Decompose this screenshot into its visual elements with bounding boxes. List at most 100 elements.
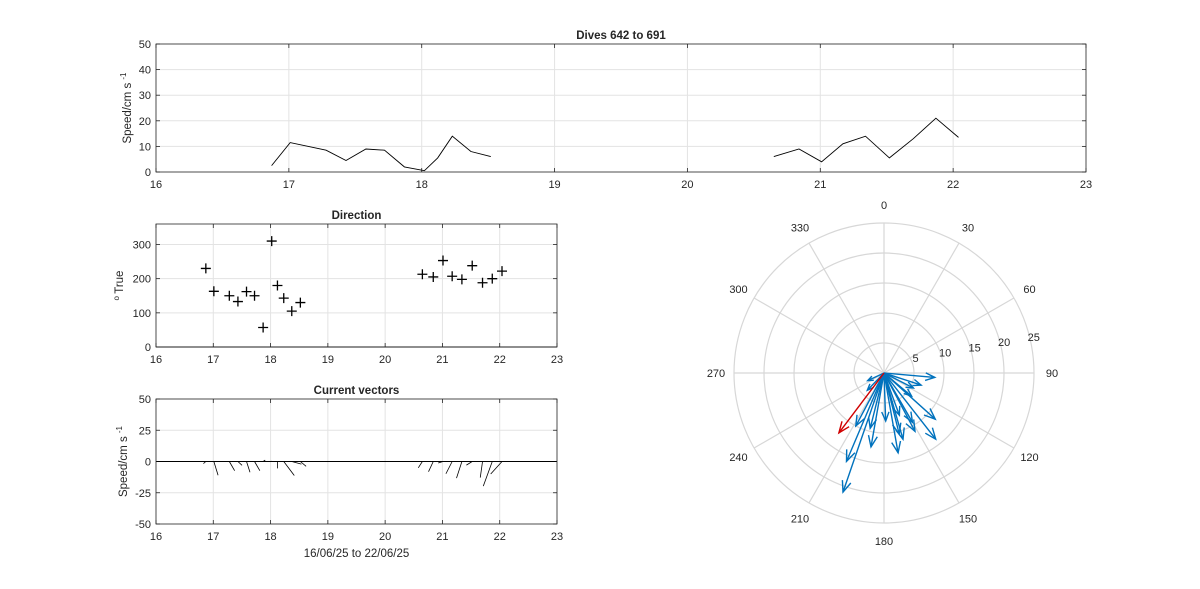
direction-xtick-label: 19 [322, 354, 334, 366]
polar-angle-label: 120 [1020, 452, 1038, 464]
polar-spoke [753, 372, 885, 449]
direction-point [438, 255, 449, 266]
direction-point [208, 286, 219, 297]
vector-arrowhead [905, 381, 916, 389]
vector-stick [428, 461, 434, 472]
vector-arrowhead [924, 427, 937, 441]
vector-arrow [845, 372, 885, 462]
speed-xtick-label: 21 [814, 179, 826, 191]
direction-point [249, 290, 260, 301]
speed-panel: 16 17 18 19 20 21 22 23 0 10 20 30 40 50 Dives 642 to … [119, 30, 1092, 191]
vector-stick [300, 461, 307, 467]
polar-spoke [883, 297, 1015, 374]
mean-vector-arrow [838, 372, 885, 434]
vectors-xtick-label: 18 [264, 531, 276, 543]
speed-ytick-label: 30 [139, 90, 151, 102]
polar-angle-label: 90 [1046, 368, 1058, 380]
polar-panel: 0 30 60 90 120 150 180 210 240 270 300 330 5 10 15 20 25 [707, 200, 1058, 548]
speed-ytick-label: 50 [139, 39, 151, 51]
vectors-xtick-label: 21 [436, 531, 448, 543]
speed-ylabel-main: Speed/cm s [122, 80, 134, 144]
vector-arrowhead [923, 408, 937, 421]
polar-angle-label: 210 [791, 513, 809, 525]
direction-point [224, 290, 235, 301]
polar-angle-label: 270 [707, 368, 725, 380]
vectors-ytick-label: -25 [135, 488, 151, 500]
vector-arrow [883, 372, 899, 453]
vector-arrowhead [866, 375, 874, 382]
polar-radius-label: 20 [998, 337, 1010, 349]
polar-angle-label: 180 [875, 536, 893, 548]
vectors-xtick-label: 16 [150, 531, 162, 543]
direction-point [258, 322, 269, 333]
vector-arrowhead [854, 414, 865, 428]
vectors-title: Current vectors [314, 385, 400, 397]
speed-xtick-label: 18 [416, 179, 428, 191]
polar-spoke [883, 242, 960, 374]
vectors-frame [155, 398, 558, 525]
direction-point [272, 280, 283, 291]
vector-arrowhead [867, 434, 878, 449]
speed-ytick-label: 20 [139, 116, 151, 128]
vector-stick [213, 461, 219, 476]
vectors-xtick-label: 17 [207, 531, 219, 543]
direction-ytick-label: 300 [133, 240, 151, 252]
polar-angle-label: 0 [881, 200, 887, 212]
polar-radius-label: 15 [969, 342, 981, 354]
vector-arrow [883, 372, 916, 432]
vector-arrow [842, 372, 885, 493]
direction-point [497, 266, 508, 277]
vector-arrow [883, 372, 887, 421]
speed-xtick-label: 17 [283, 179, 295, 191]
vector-arrowhead [891, 422, 902, 436]
speed-ylabel-sup: -1 [119, 72, 128, 80]
vector-stick [490, 461, 503, 475]
vector-arrowhead [903, 388, 914, 398]
speed-ytick-label: 0 [145, 167, 151, 179]
vectors-xtick-label: 19 [322, 531, 334, 543]
direction-point [286, 306, 297, 317]
direction-ytick-label: 200 [133, 274, 151, 286]
direction-xtick-label: 17 [207, 354, 219, 366]
speed-ytick-label: 40 [139, 65, 151, 77]
vectors-ytick-label: 25 [139, 425, 151, 437]
vector-stick [482, 461, 493, 487]
vector-arrowhead [903, 411, 914, 425]
polar-spoke [808, 372, 885, 504]
direction-point [447, 271, 458, 282]
direction-xtick-label: 18 [264, 354, 276, 366]
polar-angle-label: 30 [962, 223, 974, 235]
polar-spoke [883, 372, 1015, 449]
direction-ytick-label: 100 [133, 308, 151, 320]
speed-xtick-label: 16 [150, 179, 162, 191]
vector-stick [254, 461, 261, 471]
speed-ytick-label: 10 [139, 141, 151, 153]
vector-arrowhead [881, 411, 890, 423]
direction-point [456, 274, 467, 285]
speed-ylabel: Speed/cm s -1 [119, 72, 134, 144]
vector-arrow [883, 372, 937, 440]
vectors-ytick-label: 50 [139, 394, 151, 406]
vector-stick [456, 461, 463, 479]
vector-arrow [867, 372, 885, 382]
vectors-xlabel: 16/06/25 to 22/06/25 [304, 548, 410, 560]
vector-arrowhead [868, 417, 878, 431]
direction-point [295, 297, 306, 308]
direction-point [278, 293, 289, 304]
vector-stick [283, 461, 295, 476]
vector-stick [417, 461, 423, 469]
polar-angle-label: 240 [729, 452, 747, 464]
polar-angle-label: 60 [1023, 284, 1035, 296]
direction-point [477, 277, 488, 288]
direction-point [200, 263, 211, 274]
mean-vector-arrowhead [837, 421, 850, 435]
speed-xtick-label: 20 [681, 179, 693, 191]
vector-stick [479, 461, 483, 478]
direction-ylabel-main: True [114, 271, 126, 294]
direction-point [428, 271, 439, 282]
vector-stick [445, 461, 453, 474]
direction-xtick-label: 21 [436, 354, 448, 366]
vectors-ylabel: Speed/cm s -1 [115, 425, 130, 497]
direction-point [417, 269, 428, 280]
